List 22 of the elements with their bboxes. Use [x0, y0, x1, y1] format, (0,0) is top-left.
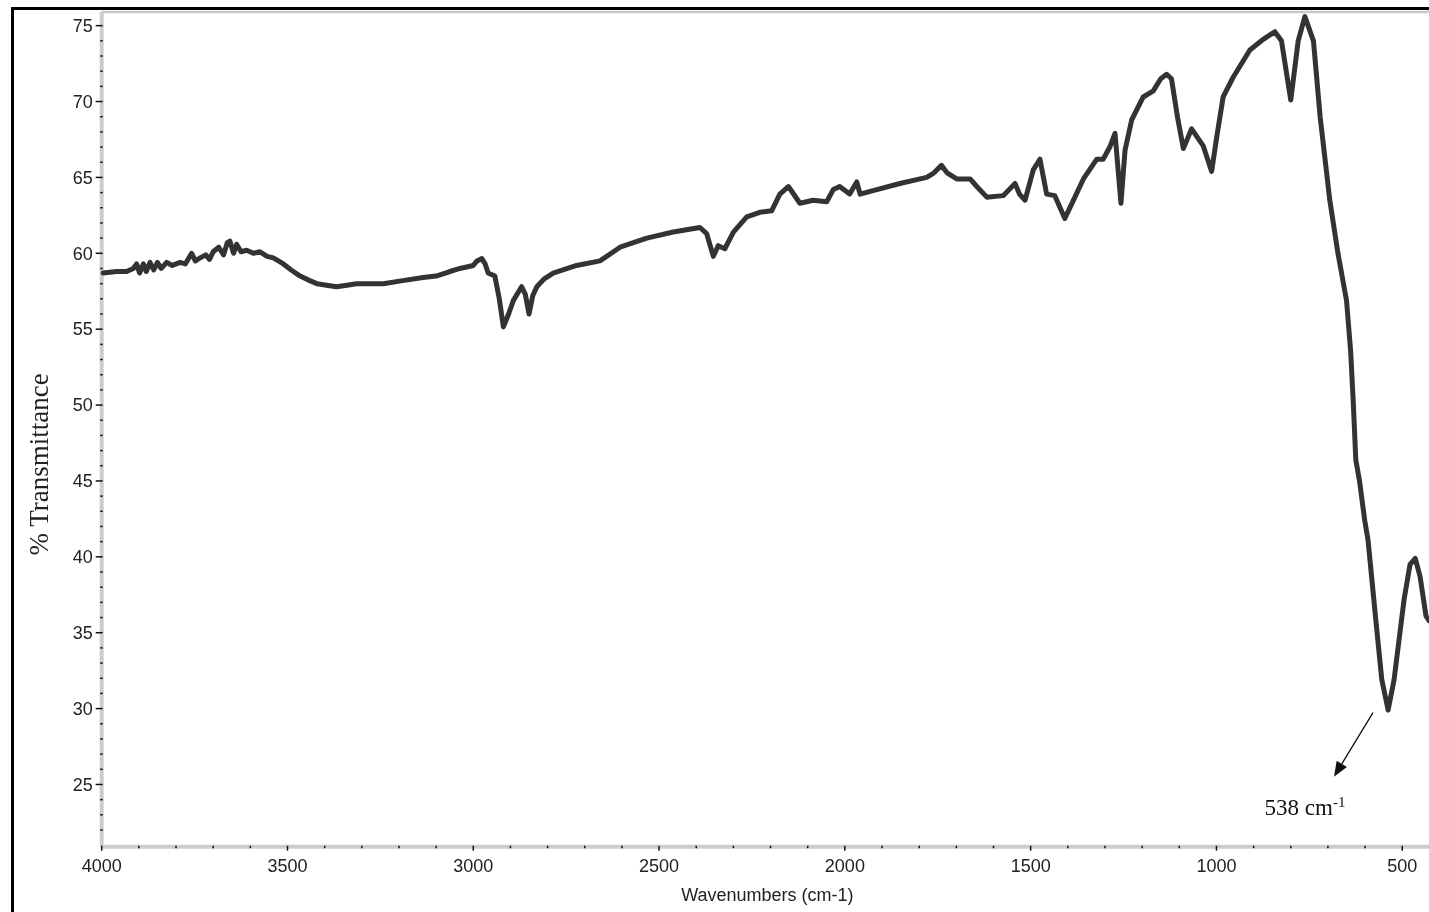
x-tick-label: 500 [1387, 855, 1418, 876]
y-tick-label: 65 [72, 167, 93, 188]
y-axis-title: % Transmittance [24, 373, 54, 556]
y-tick-label: 55 [72, 319, 93, 340]
y-tick-label: 40 [72, 547, 93, 568]
y-tick-label: 60 [72, 243, 93, 264]
x-tick-label: 1500 [1010, 855, 1051, 876]
x-tick-label: 2500 [639, 855, 680, 876]
x-tick-label: 3000 [453, 855, 494, 876]
x-tick-label: 1000 [1196, 855, 1237, 876]
x-axis-title: Wavenumbers (cm-1) [681, 885, 854, 905]
y-tick-label: 25 [72, 774, 93, 795]
y-tick-label: 70 [72, 91, 93, 112]
y-tick-label: 50 [72, 395, 93, 416]
y-tick-label: 45 [72, 471, 93, 492]
x-tick-label: 2000 [824, 855, 865, 876]
y-tick-label: 75 [72, 15, 93, 36]
x-tick-label: 4000 [81, 855, 122, 876]
annotation: 538 cm$^{-1}$ [1264, 793, 1346, 820]
x-tick-label: 3500 [267, 855, 308, 876]
y-tick-label: 35 [72, 623, 93, 644]
y-tick-label: 30 [72, 698, 93, 719]
